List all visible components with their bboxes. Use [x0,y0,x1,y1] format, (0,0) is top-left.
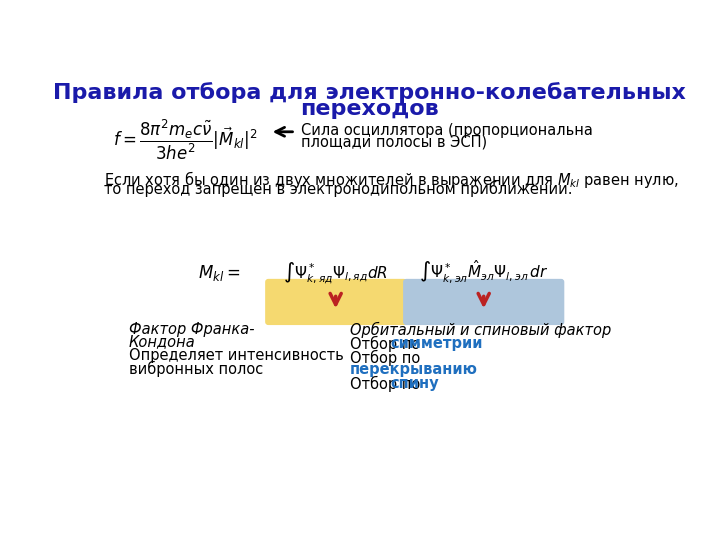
Text: вибронных полос: вибронных полос [129,361,263,376]
Text: Кондона: Кондона [129,334,196,349]
Text: Сила осциллятора (пропорциональна: Сила осциллятора (пропорциональна [301,123,593,138]
Text: $f = \dfrac{8\pi^2 m_e c\tilde{\nu}}{3he^2} |\vec{M}_{kl}|^2$: $f = \dfrac{8\pi^2 m_e c\tilde{\nu}}{3he… [113,117,258,161]
Text: Орбитальный и спиновый фактор: Орбитальный и спиновый фактор [350,322,611,338]
Text: Если хотя бы один из двух множителей в выражении для $M_{kl}$ равен нулю,: Если хотя бы один из двух множителей в в… [104,168,679,190]
Text: Определяет интенсивность: Определяет интенсивность [129,348,343,363]
Text: Отбор по: Отбор по [350,376,425,392]
Text: то переход запрещен в электронодипольном приближении.: то переход запрещен в электронодипольном… [104,181,572,197]
Text: $\int \Psi^*_{k,эл}\hat{M}_{эл}\Psi_{l,эл}\,dr$: $\int \Psi^*_{k,эл}\hat{M}_{эл}\Psi_{l,э… [419,259,549,286]
Text: $\int \Psi^*_{k,яд}\Psi_{l,яд}dR$: $\int \Psi^*_{k,яд}\Psi_{l,яд}dR$ [283,260,388,286]
Text: переходов: переходов [300,99,438,119]
Text: $M_{kl} = $: $M_{kl} = $ [199,262,240,283]
Text: перекрыванию: перекрыванию [350,362,477,377]
Text: Фактор Франка-: Фактор Франка- [129,322,254,337]
Text: спину: спину [390,376,438,391]
Text: симметрии: симметрии [390,336,482,351]
FancyBboxPatch shape [265,279,407,325]
Text: Отбор по: Отбор по [350,336,425,352]
FancyBboxPatch shape [403,279,564,325]
Text: Правила отбора для электронно-колебательных: Правила отбора для электронно-колебатель… [53,82,685,103]
Text: площади полосы в ЭСП): площади полосы в ЭСП) [301,135,487,150]
Text: Отбор по: Отбор по [350,350,420,366]
